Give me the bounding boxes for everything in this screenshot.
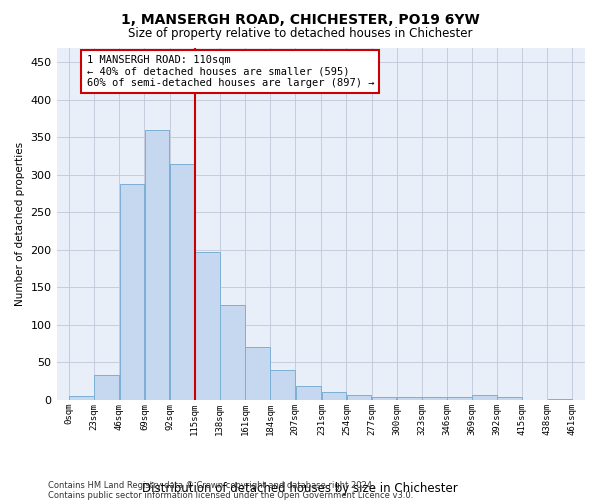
- Bar: [70, 396, 94, 400]
- Text: Size of property relative to detached houses in Chichester: Size of property relative to detached ho…: [128, 28, 472, 40]
- Bar: [497, 397, 522, 400]
- Text: 1 MANSERGH ROAD: 110sqm
← 40% of detached houses are smaller (595)
60% of semi-d: 1 MANSERGH ROAD: 110sqm ← 40% of detache…: [86, 55, 374, 88]
- Bar: [447, 397, 472, 400]
- Y-axis label: Number of detached properties: Number of detached properties: [15, 142, 25, 306]
- Bar: [347, 394, 371, 400]
- Bar: [220, 304, 245, 400]
- Bar: [548, 399, 572, 400]
- Bar: [145, 130, 169, 400]
- Text: 1, MANSERGH ROAD, CHICHESTER, PO19 6YW: 1, MANSERGH ROAD, CHICHESTER, PO19 6YW: [121, 12, 479, 26]
- Bar: [472, 396, 497, 400]
- Bar: [322, 392, 346, 400]
- Bar: [422, 397, 446, 400]
- Text: Contains HM Land Registry data © Crown copyright and database right 2024.
Contai: Contains HM Land Registry data © Crown c…: [48, 480, 413, 500]
- Bar: [245, 348, 270, 400]
- Bar: [170, 164, 194, 400]
- Bar: [119, 184, 144, 400]
- Bar: [296, 386, 320, 400]
- Bar: [397, 397, 422, 400]
- Bar: [94, 375, 119, 400]
- Bar: [195, 252, 220, 400]
- Text: Distribution of detached houses by size in Chichester: Distribution of detached houses by size …: [142, 482, 458, 495]
- Bar: [372, 397, 397, 400]
- Bar: [270, 370, 295, 400]
